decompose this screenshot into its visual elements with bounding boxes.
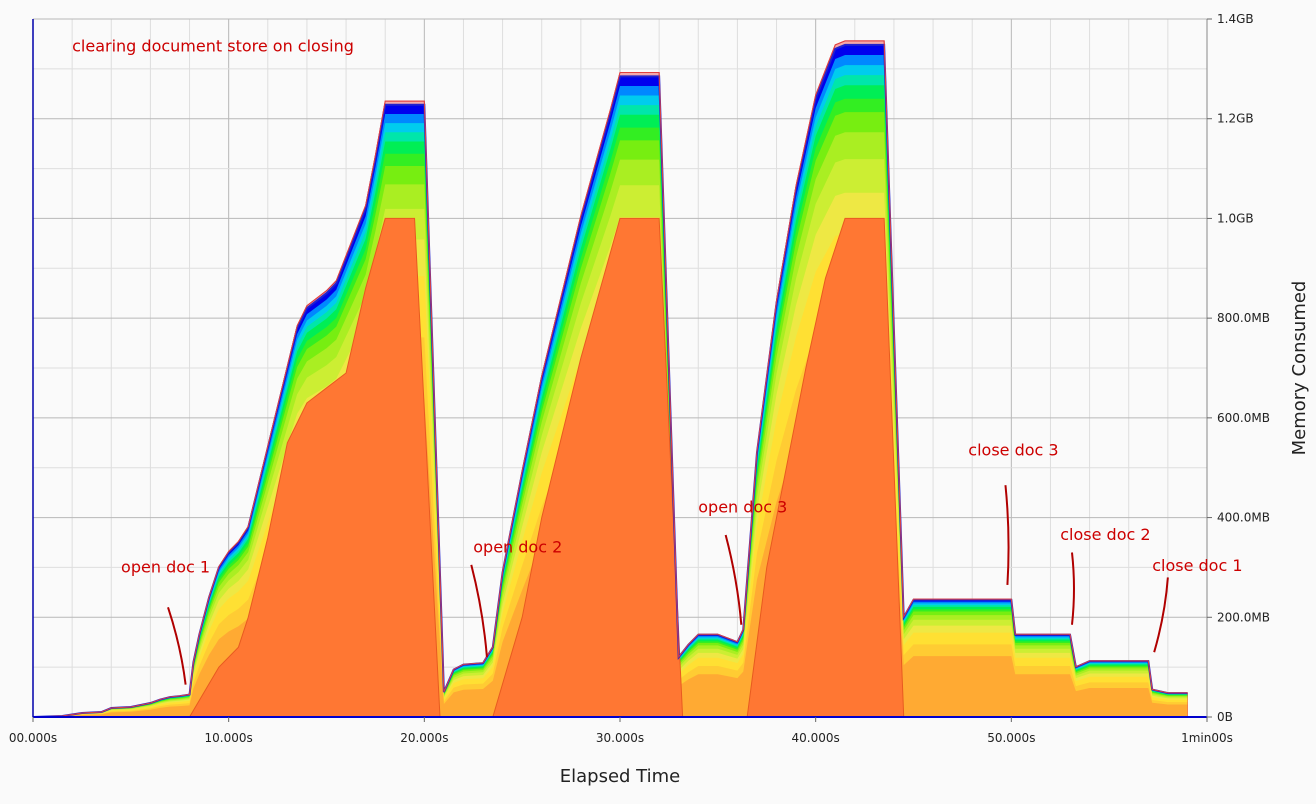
y-tick-label: 1.2GB — [1217, 112, 1254, 126]
y-axis-title: Memory Consumed — [1289, 281, 1310, 456]
annotation-arrow — [470, 564, 488, 658]
annotation-label: open doc 1 — [121, 557, 210, 576]
annotation-arrow — [167, 606, 187, 685]
annotation-label: close doc 2 — [1060, 525, 1150, 544]
annotation-label: close doc 1 — [1152, 556, 1242, 575]
x-tick-label: 00.000s — [9, 731, 57, 745]
annotation-arrow — [1070, 552, 1075, 625]
annotation-arrow — [1153, 577, 1169, 653]
axes: 00.000s 10.000s 20.000s 30.000s 40.000s 50.00… — [9, 12, 1270, 745]
annotation-label: open doc 2 — [473, 537, 562, 556]
x-tick-label: 30.000s — [596, 731, 644, 745]
y-tick-label: 0B — [1217, 710, 1233, 724]
x-tick-label: 10.000s — [205, 731, 253, 745]
y-tick-label: 200.0MB — [1217, 610, 1270, 624]
annotation-label: clearing document store on closing — [72, 36, 354, 55]
y-tick-label: 1.0GB — [1217, 211, 1254, 225]
annotations: clearing document store on closing open d… — [72, 36, 1243, 685]
x-tick-label: 40.000s — [792, 731, 840, 745]
y-tick-label: 1.4GB — [1217, 12, 1254, 26]
y-tick-label: 400.0MB — [1217, 511, 1270, 525]
x-tick-label: 1min00s — [1181, 731, 1233, 745]
annotation-label: close doc 3 — [968, 440, 1058, 459]
area-band-core — [188, 217, 905, 718]
annotation-arrow — [724, 534, 743, 625]
annotation-label: open doc 3 — [698, 498, 787, 517]
area-series — [32, 40, 1188, 718]
x-axis-title: Elapsed Time — [560, 766, 680, 787]
y-tick-label: 600.0MB — [1217, 411, 1270, 425]
x-tick-label: 50.000s — [987, 731, 1035, 745]
x-tick-label: 20.000s — [400, 731, 448, 745]
outline-line — [32, 40, 1188, 718]
y-tick-label: 800.0MB — [1217, 311, 1270, 325]
annotation-arrow — [1004, 485, 1010, 585]
